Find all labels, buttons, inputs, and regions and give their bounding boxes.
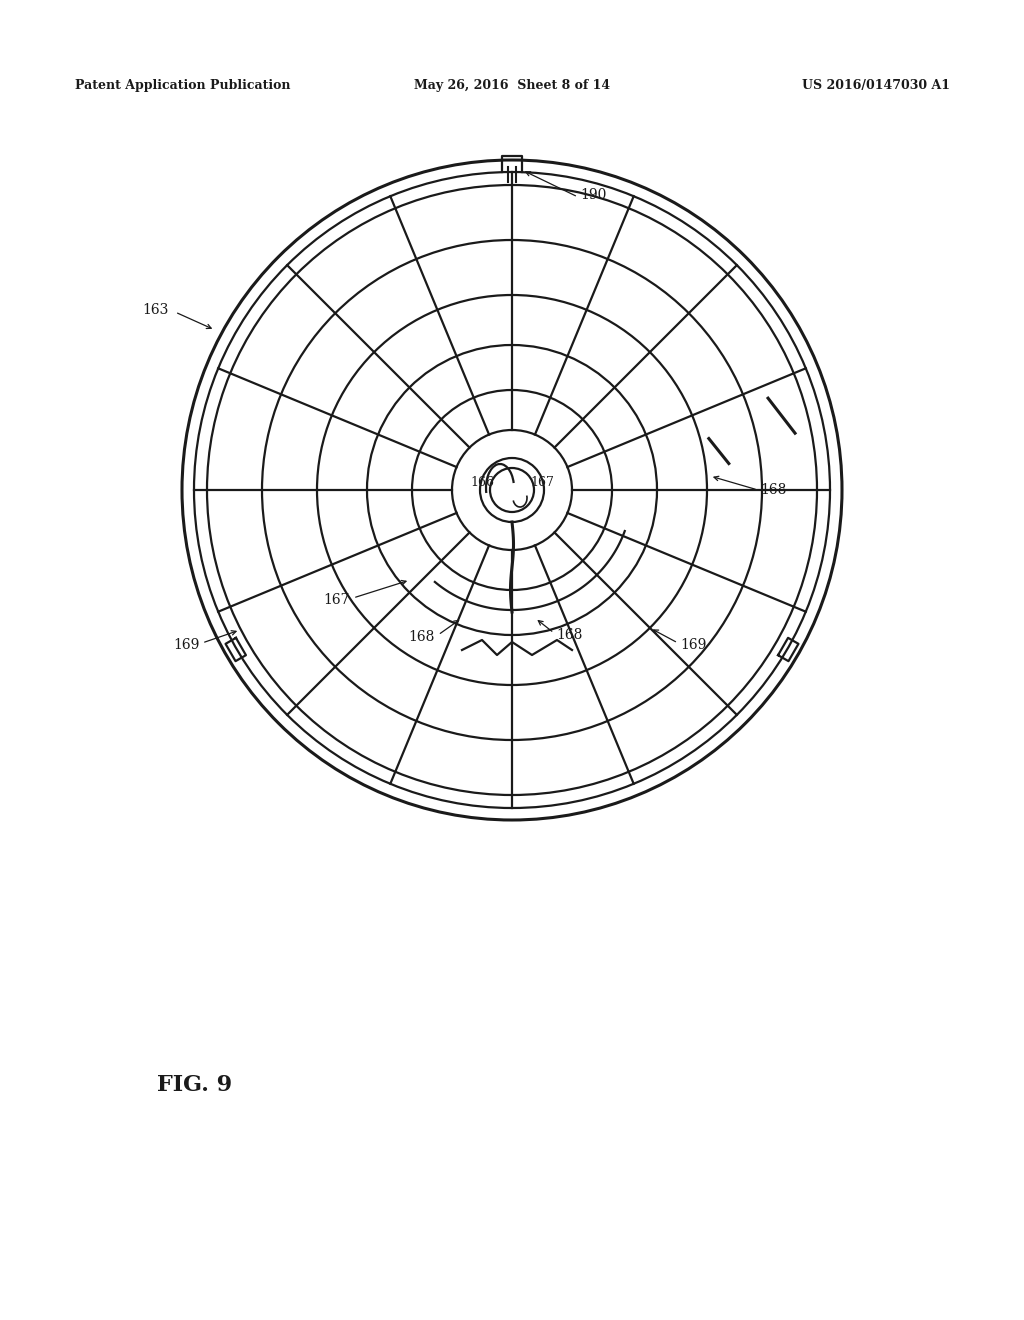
Text: 169: 169: [680, 638, 707, 652]
Text: FIG. 9: FIG. 9: [158, 1074, 232, 1096]
Text: 168: 168: [556, 628, 583, 642]
Text: 168: 168: [760, 483, 786, 498]
Text: 167: 167: [530, 475, 554, 488]
Text: 163: 163: [141, 304, 168, 317]
Text: 166: 166: [470, 475, 494, 488]
Text: May 26, 2016  Sheet 8 of 14: May 26, 2016 Sheet 8 of 14: [414, 78, 610, 91]
Text: 167: 167: [324, 593, 350, 607]
Text: 190: 190: [580, 187, 606, 202]
Text: 169: 169: [174, 638, 200, 652]
Text: US 2016/0147030 A1: US 2016/0147030 A1: [802, 78, 950, 91]
Text: Patent Application Publication: Patent Application Publication: [75, 78, 291, 91]
Text: 168: 168: [409, 630, 435, 644]
